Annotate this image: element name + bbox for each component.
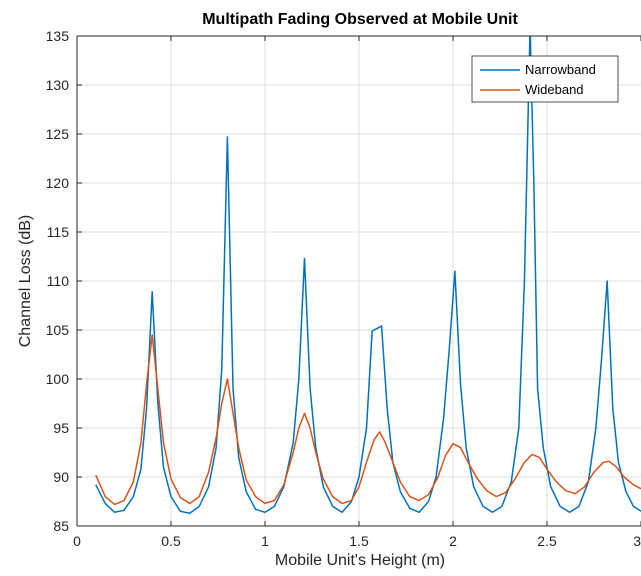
x-tick-label: 0.5: [161, 533, 181, 549]
series-line-wideband: [95, 334, 641, 506]
series-group: [95, 36, 641, 515]
y-tick-label: 95: [53, 420, 69, 436]
legend-box: [471, 55, 619, 103]
x-tick-label: 2.5: [537, 533, 557, 549]
ticks: 0 0.5 1 1.5 2 2.5 3 85 90 95 100 105 110 115 120 125 130…: [46, 28, 641, 549]
x-tick-label: 1.5: [349, 533, 369, 549]
x-tick-label: 3: [633, 533, 641, 549]
chart-title: Multipath Fading Observed at Mobile Unit: [202, 11, 518, 28]
x-tick-label: 0: [73, 533, 81, 549]
x-tick-label: 2: [449, 533, 457, 549]
series-line-narrowband: [95, 36, 641, 515]
x-axis-title: Mobile Unit's Height (m): [275, 552, 445, 569]
y-tick-label: 130: [46, 77, 70, 93]
y-tick-label: 105: [46, 322, 70, 338]
x-tick-label: 1: [261, 533, 269, 549]
legend-label-narrowband: Narrowband: [525, 62, 596, 77]
y-tick-label: 125: [46, 126, 70, 142]
legend-label-wideband: Wideband: [525, 82, 584, 97]
y-tick-label: 90: [53, 469, 69, 485]
y-tick-label: 110: [47, 273, 70, 289]
y-tick-label: 115: [47, 224, 70, 240]
legend: Narrowband Wideband: [471, 55, 619, 103]
y-tick-label: 135: [46, 28, 70, 44]
y-tick-label: 120: [46, 175, 70, 191]
y-tick-label: 100: [46, 371, 70, 387]
y-tick-label: 85: [53, 518, 69, 534]
y-axis-title: Channel Loss (dB): [17, 215, 34, 348]
